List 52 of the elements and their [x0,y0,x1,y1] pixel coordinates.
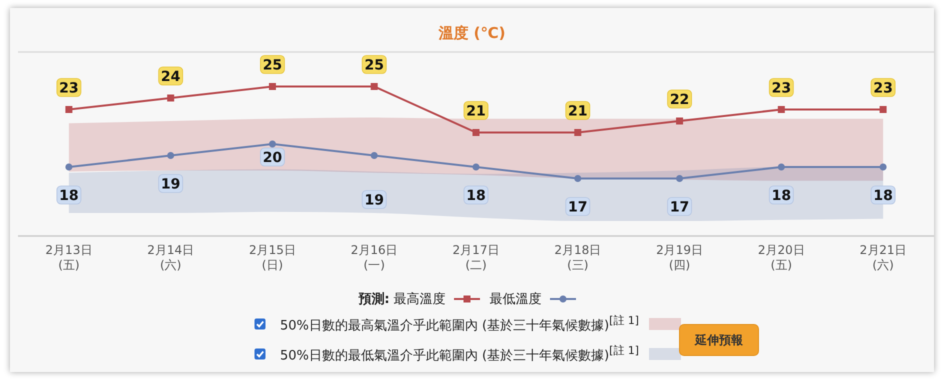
data-label: 23 [873,80,893,96]
data-label: 20 [262,150,282,166]
point [268,83,276,90]
point [880,106,887,113]
x-tick-label: 2月15日 (日) [248,243,296,272]
data-label: 23 [772,80,792,96]
point [778,106,785,113]
data-label: 19 [364,192,384,208]
point [65,106,72,113]
x-tick-label: 2月13日 (五) [45,243,92,272]
data-label: 25 [262,58,282,74]
point [370,83,378,90]
text: 50%日數的最低氣溫介乎此範圍內 (基於三十年氣候數據)$^{[註 1]}$ [280,344,639,364]
data-label: 18 [59,188,79,204]
data-label: 25 [364,58,384,74]
x-tick-label: 2月17日 (二) [452,243,500,272]
point [676,118,684,124]
data-label: 18 [772,188,792,204]
point [676,175,684,182]
legend-label: 最低溫度 [490,292,543,307]
legend-label: 最高溫度 [394,292,447,307]
data-label: 21 [568,104,588,120]
data-label: 21 [466,104,486,120]
data-label: 17 [670,200,690,216]
point [65,164,72,170]
point [167,94,174,102]
data-label: 24 [160,69,181,85]
point [472,164,480,170]
point [472,129,480,136]
data-label: 19 [160,176,180,192]
point [574,175,582,182]
point [574,129,582,136]
data-label: 18 [873,188,893,204]
x-tick-label: 2月21日 (六) [860,243,907,272]
point [880,164,887,170]
x-tick-label: 2月18日 (三) [554,243,602,272]
point [778,164,785,170]
data-label: 23 [59,80,79,96]
x-tick-label: 2月16日 (一) [350,243,398,272]
text: 50%日數的最高氣溫介乎此範圍內 (基於三十年氣候數據)$^{[註 1]}$ [280,314,639,334]
point [167,152,174,159]
legend-title: 預測: [358,292,390,307]
point [268,140,276,148]
data-label: 22 [670,92,690,108]
data-label: 18 [466,188,486,204]
x-tick-label: 2月19日 (四) [656,243,704,272]
x-tick-label: 2月20日 (五) [758,243,805,272]
point [370,152,378,159]
data-label: 17 [568,200,588,216]
x-tick-label: 2月14日 (六) [147,243,194,272]
text: 延伸預報 [679,324,759,356]
chart-title: 溫度 (℃) [437,24,507,43]
